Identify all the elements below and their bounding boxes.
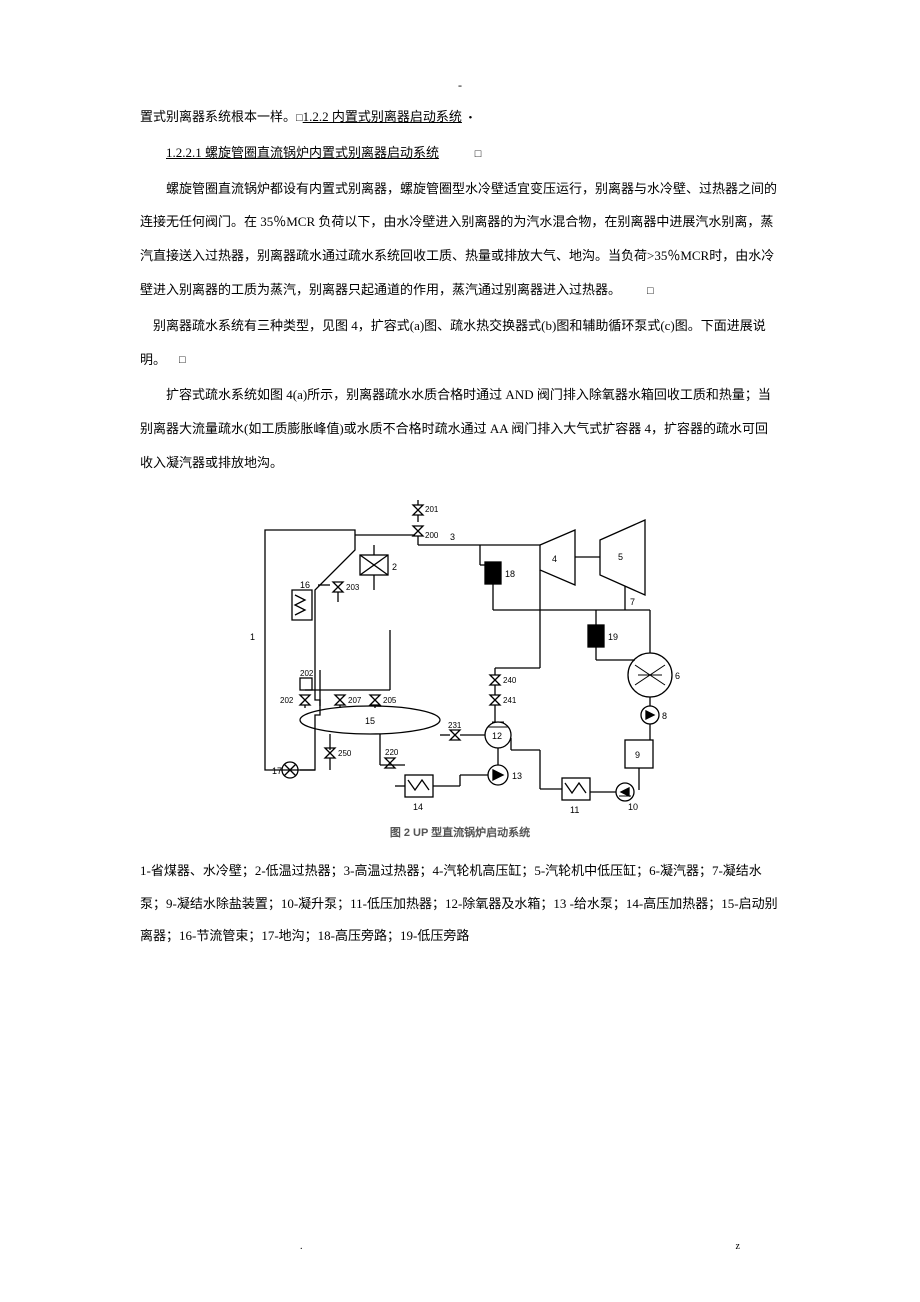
- label-9: 9: [635, 750, 640, 760]
- p3-text: 螺旋管圈直流锅炉都设有内置式别离器，螺旋管圈型水冷壁适宜变压运行，别离器与水冷壁…: [140, 181, 777, 297]
- label-200: 200: [425, 531, 439, 540]
- label-4: 4: [552, 554, 557, 564]
- footer-dot: .: [300, 1241, 303, 1252]
- label-6: 6: [675, 671, 680, 681]
- label-3: 3: [450, 532, 455, 542]
- label-203: 203: [346, 583, 360, 592]
- marker-3: □: [449, 140, 482, 169]
- label-220: 220: [385, 748, 399, 757]
- marker-4: □: [621, 277, 654, 306]
- label-8: 8: [662, 711, 667, 721]
- label-13: 13: [512, 771, 522, 781]
- label-205: 205: [383, 696, 397, 705]
- label-201: 201: [425, 505, 439, 514]
- label-7: 7: [630, 597, 635, 607]
- marker-1: □: [296, 104, 303, 133]
- label-231: 231: [448, 721, 462, 730]
- label-11: 11: [570, 805, 579, 815]
- figure-caption: 图 2 UP 型直流锅炉启动系统: [230, 819, 690, 848]
- paragraph-1: 置式别离器系统根本一样。□1.2.2 内置式别离器启动系统 •: [140, 100, 780, 134]
- p5-text: 扩容式疏水系统如图 4(a)所示，别离器疏水水质合格时通过 AND 阀门排入除氧…: [140, 387, 771, 470]
- link-1-2-2: 1.2.2 内置式别离器启动系统: [303, 109, 462, 124]
- label-202t: 202: [300, 669, 314, 678]
- label-15: 15: [365, 716, 375, 726]
- label-5: 5: [618, 552, 623, 562]
- label-207: 207: [348, 696, 362, 705]
- schematic-svg: 1 201 200 2: [230, 490, 690, 815]
- label-240: 240: [503, 676, 517, 685]
- label-241: 241: [503, 696, 517, 705]
- label-250: 250: [338, 749, 352, 758]
- link-1-2-2-1: 1.2.2.1 螺旋管圈直流锅炉内置式别离器启动系统: [166, 145, 439, 160]
- figure-legend: 1-省煤器、水冷壁；2-低温过热器；3-高温过热器；4-汽轮机高压缸；5-汽轮机…: [140, 855, 780, 953]
- p4-text: 别离器疏水系统有三种类型，见图 4，扩容式(a)图、疏水热交换器式(b)图和辅助…: [140, 318, 766, 367]
- footer-z: z: [736, 1241, 740, 1252]
- marker-5: □: [166, 346, 186, 375]
- label-202b: 202: [280, 696, 294, 705]
- paragraph-2: 1.2.2.1 螺旋管圈直流锅炉内置式别离器启动系统 □: [140, 136, 780, 170]
- marker-2: •: [468, 104, 472, 133]
- label-10: 10: [628, 802, 638, 812]
- label-12: 12: [492, 731, 502, 741]
- header-dash: -: [458, 78, 462, 93]
- diagram-figure-2: 1 201 200 2: [230, 490, 690, 848]
- label-2: 2: [392, 562, 397, 572]
- paragraph-5: 扩容式疏水系统如图 4(a)所示，别离器疏水水质合格时通过 AND 阀门排入除氧…: [140, 378, 780, 479]
- label-19: 19: [608, 632, 618, 642]
- paragraph-3: 螺旋管圈直流锅炉都设有内置式别离器，螺旋管圈型水冷壁适宜变压运行，别离器与水冷壁…: [140, 172, 780, 307]
- document-content: 置式别离器系统根本一样。□1.2.2 内置式别离器启动系统 • 1.2.2.1 …: [140, 100, 780, 953]
- p1-text: 置式别离器系统根本一样。: [140, 109, 296, 124]
- label-16: 16: [300, 580, 310, 590]
- label-14: 14: [413, 802, 423, 812]
- label-1: 1: [250, 632, 255, 642]
- label-18: 18: [505, 569, 515, 579]
- label-17: 17: [272, 766, 282, 776]
- paragraph-4: 别离器疏水系统有三种类型，见图 4，扩容式(a)图、疏水热交换器式(b)图和辅助…: [140, 309, 780, 377]
